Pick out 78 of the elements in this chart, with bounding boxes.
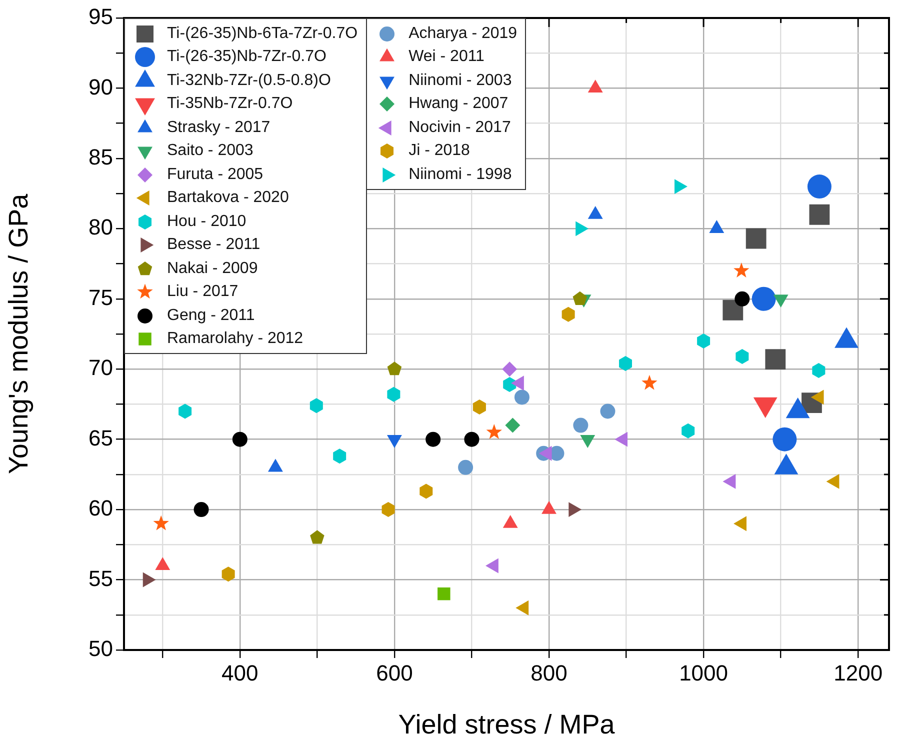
- legend-label: Besse - 2011: [167, 236, 260, 254]
- point: [734, 291, 750, 306]
- y-tick-label: 95: [88, 4, 113, 30]
- y-tick-label: 80: [88, 214, 113, 240]
- legend-label: Wei - 2011: [408, 48, 484, 66]
- point: [153, 515, 169, 530]
- point: [736, 348, 749, 364]
- point: [642, 374, 658, 390]
- point: [697, 334, 710, 349]
- legend-label: Ramarolahy - 2012: [167, 330, 304, 348]
- y-tick-label: 50: [88, 636, 113, 662]
- point: [387, 386, 400, 402]
- point: [464, 432, 480, 447]
- legend-label: Saito - 2003: [167, 142, 254, 160]
- point: [486, 424, 502, 439]
- point: [752, 286, 776, 311]
- legend-label: Ji - 2018: [408, 142, 470, 160]
- legend-label: Ti-(26-35)Nb-7Zr-0.7O: [167, 48, 326, 66]
- x-tick-label: 600: [376, 660, 413, 686]
- point: [514, 390, 530, 405]
- point: [194, 502, 209, 518]
- point: [426, 432, 441, 447]
- legend-label: Acharya - 2019: [408, 24, 518, 43]
- legend-label: Ti-32Nb-7Zr-(0.5-0.8)O: [167, 72, 331, 90]
- legend-label: Ti-(26-35)Nb-6Ta-7Zr-0.7O: [167, 24, 358, 43]
- legend-label: Nocivin - 2017: [408, 118, 511, 137]
- y-tick-label: 90: [88, 74, 113, 100]
- y-tick-label: 75: [88, 284, 113, 310]
- legend-label: Liu - 2017: [167, 283, 238, 302]
- y-tick-label: 60: [88, 496, 113, 521]
- y-axis-title: Young's modulus / GPa: [4, 192, 34, 474]
- point: [765, 349, 786, 370]
- x-tick-label: 1000: [679, 660, 728, 686]
- point: [812, 363, 826, 378]
- point: [310, 398, 323, 414]
- point: [809, 204, 830, 225]
- y-tick-label: 65: [88, 425, 113, 450]
- point: [387, 362, 402, 376]
- x-tick-label: 400: [222, 660, 258, 686]
- point: [472, 400, 486, 415]
- x-axis-title: Yield stress / MPa: [398, 709, 616, 740]
- y-tick-label: 70: [88, 355, 113, 380]
- point: [232, 432, 248, 447]
- point: [382, 502, 395, 518]
- legend-label: Niinomi - 1998: [408, 166, 512, 184]
- point: [420, 484, 433, 499]
- legend-label: Hou - 2010: [167, 212, 246, 231]
- legend-label: Ti-35Nb-7Zr-0.7O: [167, 95, 293, 114]
- legend-label: Furuta - 2005: [167, 166, 264, 184]
- point: [619, 356, 632, 371]
- point: [746, 228, 766, 249]
- legend-label: Niinomi - 2003: [408, 72, 512, 90]
- y-tick-label: 85: [88, 144, 113, 170]
- legend-label: Bartakova - 2020: [167, 189, 289, 208]
- point: [600, 404, 616, 419]
- x-tick-label: 800: [530, 660, 568, 686]
- point: [178, 404, 192, 419]
- point: [222, 566, 235, 582]
- point: [772, 427, 797, 452]
- point: [502, 362, 518, 377]
- point: [503, 377, 516, 392]
- point: [572, 291, 588, 305]
- legend-label: Geng - 2011: [167, 306, 255, 325]
- point: [458, 460, 474, 475]
- point: [807, 174, 832, 199]
- legend-label: Strasky - 2017: [167, 118, 270, 137]
- point: [438, 587, 450, 600]
- point: [333, 448, 346, 464]
- legend-label: Hwang - 2007: [408, 95, 508, 114]
- point: [573, 418, 588, 433]
- point: [734, 262, 750, 278]
- point: [505, 418, 520, 433]
- y-tick-label: 55: [88, 566, 113, 591]
- legend-label: Nakai - 2009: [167, 260, 258, 278]
- point: [310, 530, 324, 544]
- point: [562, 306, 575, 322]
- point: [682, 423, 695, 438]
- x-tick-label: 1200: [834, 660, 883, 686]
